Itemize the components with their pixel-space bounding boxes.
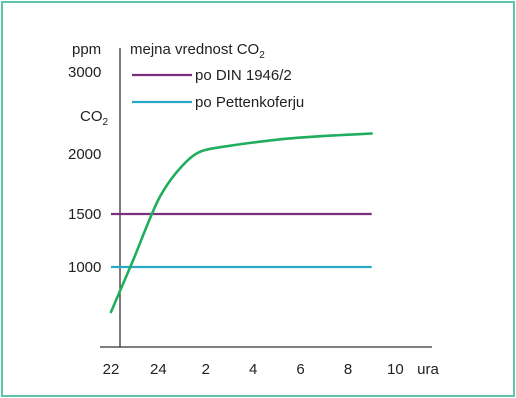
legend-label-0: po DIN 1946/2 bbox=[195, 67, 292, 84]
x-tick-label-10: 10 bbox=[387, 361, 404, 378]
x-tick-label-4: 4 bbox=[249, 361, 257, 378]
co2-concentration-curve bbox=[111, 134, 372, 313]
x-tick-label-6: 6 bbox=[296, 361, 304, 378]
y-tick-label-3000: 3000 bbox=[68, 64, 101, 81]
x-tick-label-24: 24 bbox=[150, 361, 167, 378]
legend-title: mejna vrednost CO2 bbox=[130, 41, 265, 61]
x-tick-label-22: 22 bbox=[103, 361, 120, 378]
y-tick-label-1500: 1500 bbox=[68, 206, 101, 223]
x-tick-label-2: 2 bbox=[202, 361, 210, 378]
y-axis-label: ppm bbox=[72, 41, 101, 58]
y-tick-label-1000: 1000 bbox=[68, 259, 101, 276]
x-tick-label-8: 8 bbox=[344, 361, 352, 378]
legend-label-1: po Pettenkoferju bbox=[195, 94, 304, 111]
x-axis-unit-label: ura bbox=[417, 361, 439, 378]
y-tick-label-2000: 2000 bbox=[68, 146, 101, 163]
y-axis-co2-label: CO2 bbox=[80, 108, 109, 128]
